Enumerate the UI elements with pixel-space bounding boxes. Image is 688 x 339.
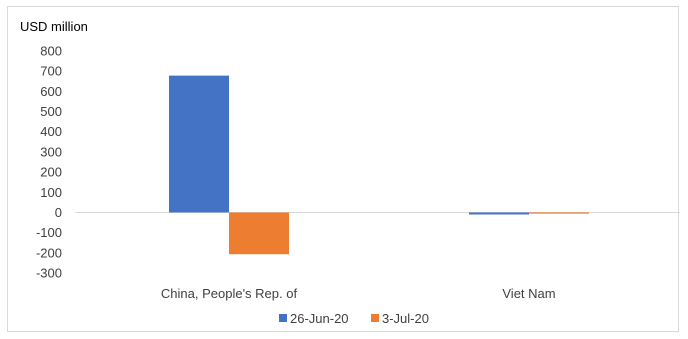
- y-tick-label: 400: [40, 124, 62, 139]
- bar-series1-china: [169, 75, 229, 213]
- y-tick-label: 800: [40, 44, 62, 59]
- category-label: China, People's Rep. of: [161, 286, 298, 301]
- legend-swatch: [371, 314, 379, 322]
- bar-series1-vietnam: [469, 212, 529, 215]
- bars: [169, 75, 589, 255]
- y-tick-label: 300: [40, 144, 62, 159]
- y-tick-label: 500: [40, 104, 62, 119]
- category-label: Viet Nam: [502, 286, 555, 301]
- legend-label: 3-Jul-20: [382, 311, 429, 326]
- bar-series2-china: [229, 212, 289, 255]
- y-tick-label: 0: [55, 205, 62, 220]
- legend-label: 26-Jun-20: [290, 311, 349, 326]
- y-tick-label: -300: [36, 266, 62, 281]
- x-axis-categories: China, People's Rep. of Viet Nam: [161, 286, 556, 301]
- chart-frame: [7, 6, 679, 332]
- y-tick-label: -100: [36, 225, 62, 240]
- y-tick-label: -200: [36, 245, 62, 260]
- y-axis: 800 700 600 500 400 300 200 100 0 -100 -200 -300: [36, 44, 62, 281]
- unit-label: USD million: [20, 19, 88, 34]
- y-tick-label: 700: [40, 64, 62, 79]
- y-tick-label: 200: [40, 165, 62, 180]
- bar-series2-vietnam: [529, 212, 589, 214]
- y-tick-label: 600: [40, 84, 62, 99]
- y-tick-label: 100: [40, 185, 62, 200]
- legend: 26-Jun-20 3-Jul-20: [279, 311, 429, 326]
- legend-swatch: [279, 314, 287, 322]
